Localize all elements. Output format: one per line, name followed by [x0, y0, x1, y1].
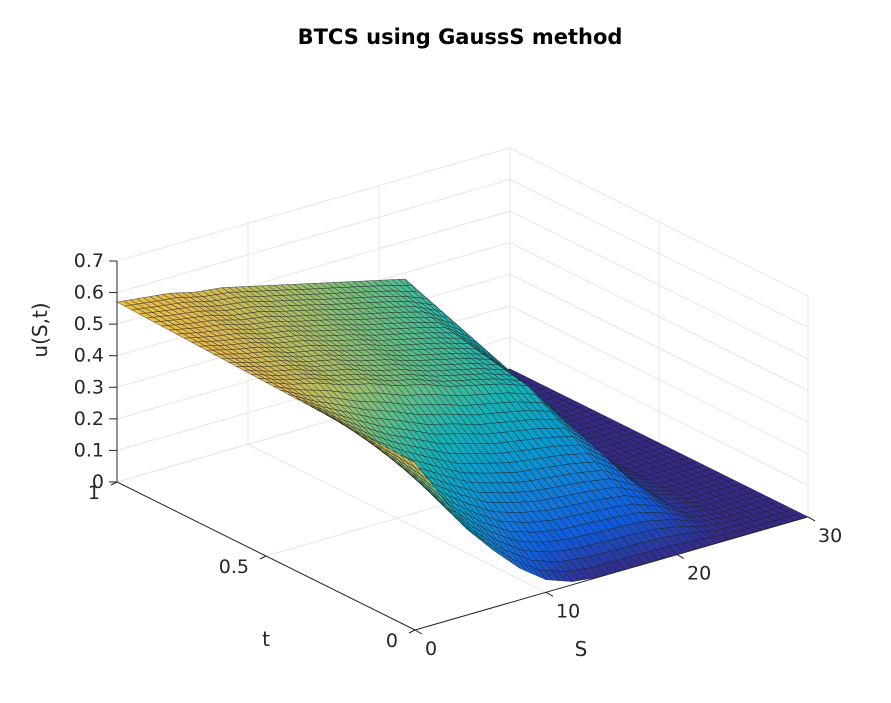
s-tick-mark	[414, 629, 423, 635]
t-tick-mark	[408, 629, 416, 634]
s-tick-label: 10	[556, 600, 580, 622]
t-tick-mark	[110, 481, 118, 486]
z-tick-label: 0.5	[74, 313, 104, 335]
grid-line-z	[116, 147, 809, 297]
s-tick-mark	[807, 516, 816, 522]
t-tick-label: 1	[88, 482, 100, 504]
z-tick-label: 0.1	[74, 439, 104, 461]
chart-title: BTCS using GaussS method	[298, 25, 623, 49]
z-tick-label: 0.7	[74, 250, 104, 272]
t-tick-label: 0.5	[219, 556, 249, 578]
t-axis-label: t	[262, 627, 270, 651]
s-tick-label: 30	[818, 525, 842, 547]
z-tick-label: 0	[92, 471, 104, 493]
z-tick-label: 0.4	[74, 345, 104, 367]
s-axis-ticks: 0 10 20 30	[414, 516, 842, 660]
s-tick-label: 0	[425, 638, 437, 660]
s-axis-label: S	[575, 637, 588, 661]
s-axis-line	[414, 516, 809, 631]
s-tick-mark	[676, 554, 685, 560]
s-tick-label: 20	[687, 563, 711, 585]
t-axis-ticks: 00.51	[88, 481, 416, 652]
z-axis-label: u(S,t)	[28, 302, 52, 357]
z-axis-ticks: 0 0.1 0.2 0.3 0.4 0.5 0.6 0.7	[74, 250, 117, 493]
z-tick-label: 0.2	[74, 408, 104, 430]
surface-plot	[116, 278, 809, 582]
t-tick-mark	[259, 555, 267, 560]
s-tick-mark	[545, 591, 554, 597]
z-tick-label: 0.3	[74, 376, 104, 398]
t-tick-label: 0	[386, 630, 398, 652]
z-tick-label: 0.6	[74, 282, 104, 304]
